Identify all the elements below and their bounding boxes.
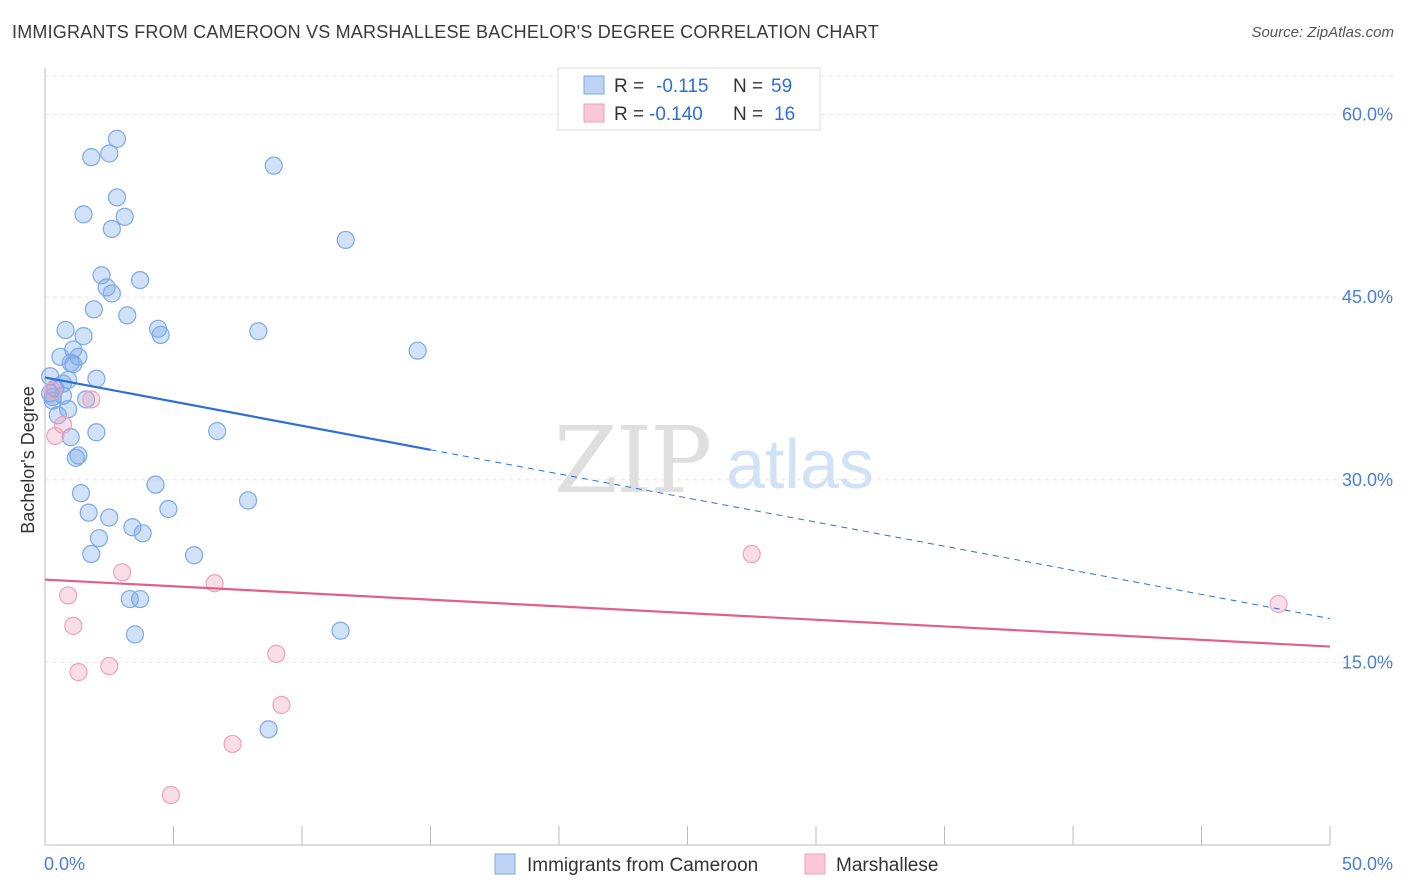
marshallese-point-14 [742, 544, 761, 564]
axes [44, 68, 1331, 846]
cameroon-point-19 [74, 327, 93, 346]
x-tick-label-0: 0.0% [44, 854, 85, 874]
cameroon-point-47 [159, 499, 178, 519]
source-label: Source: ZipAtlas.com [1251, 24, 1394, 41]
cameroon-point-40 [125, 625, 145, 644]
cameroon-point-55 [336, 230, 355, 250]
y-tick-label-1: 30.0% [1342, 470, 1393, 490]
trend-line-dashed-0 [430, 449, 1331, 620]
trend-line-solid-0 [44, 376, 431, 451]
cameroon-point-57 [43, 387, 62, 407]
watermark: ZIP atlas [554, 407, 874, 514]
y-tick-label-0: 15.0% [1342, 652, 1393, 672]
trend-lines [44, 376, 1331, 648]
cameroon-point-22 [82, 148, 101, 167]
cameroon-point-48 [184, 546, 204, 565]
marshallese-point-8 [112, 563, 132, 582]
marshallese-point-6 [82, 390, 101, 409]
legend-n-label-2: N = [733, 104, 763, 125]
cameroon-point-14 [66, 448, 85, 467]
cameroon-point-54 [331, 621, 350, 640]
trend-line-solid-1 [44, 578, 1331, 648]
legend-n-value-1: 59 [771, 76, 792, 97]
cameroon-point-24 [84, 300, 103, 319]
series-legend-label-pink: Marshallese [836, 855, 938, 876]
cameroon-point-53 [264, 156, 283, 175]
y-tick-labels: 15.0% 30.0% 45.0% 60.0% [1342, 105, 1393, 673]
cameroon-point-32 [102, 219, 121, 239]
cameroon-point-17 [71, 484, 91, 503]
cameroon-point-23 [82, 544, 101, 564]
cameroon-point-56 [408, 341, 427, 360]
marshallese-point-2 [53, 415, 73, 435]
legend-r-label-2: R = [614, 104, 644, 125]
cameroon-point-8 [56, 320, 75, 340]
marshallese-point-7 [100, 656, 119, 676]
series-legend-swatch-pink [804, 853, 826, 875]
cameroon-point-50 [238, 491, 258, 510]
cameroon-point-26 [87, 369, 106, 388]
y-tick-label-3: 60.0% [1342, 105, 1393, 125]
cameroon-point-20 [77, 390, 96, 409]
legend-r-value-1: -0.115 [656, 76, 708, 97]
stats-legend: R = -0.115 N = 59 R = -0.140 N = 16 [557, 67, 821, 131]
legend-swatch-blue [583, 75, 605, 95]
cameroon-point-37 [118, 306, 137, 325]
cameroon-point-33 [102, 284, 121, 303]
cameroon-point-49 [208, 421, 227, 441]
chart-title: IMMIGRANTS FROM CAMEROON VS MARSHALLESE … [12, 22, 879, 42]
cameroon-point-15 [69, 446, 88, 465]
cameroon-point-43 [133, 524, 152, 543]
legend-r-value-2: -0.140 [649, 104, 703, 125]
series-legend: Immigrants from Cameroon Marshallese [494, 853, 938, 876]
marshallese-point-4 [64, 616, 83, 635]
cameroon-point-39 [123, 518, 142, 537]
cameroon-point-10 [59, 400, 78, 419]
cameroon-point-46 [151, 325, 170, 344]
cameroon-point-18 [74, 205, 93, 224]
cameroon-point-41 [130, 270, 150, 290]
grid-lines [45, 75, 1395, 663]
legend-swatch-pink [583, 103, 605, 123]
cameroon-point-58 [64, 355, 83, 374]
marshallese-point-15 [1269, 594, 1288, 614]
marshallese-point-3 [59, 586, 78, 605]
cameroon-point-31 [100, 508, 119, 527]
marshallese-point-13 [272, 695, 291, 715]
marshallese-point-11 [223, 734, 242, 754]
cameroon-point-30 [100, 144, 119, 163]
legend-r-label-1: R = [614, 76, 644, 97]
cameroon-point-52 [259, 720, 278, 739]
cameroon-point-38 [120, 589, 139, 609]
marshallese-point-0 [43, 381, 62, 400]
legend-n-value-2: 16 [774, 104, 795, 125]
cameroon-point-51 [249, 322, 268, 341]
series-legend-swatch-blue [494, 853, 516, 875]
data-points [41, 129, 1288, 805]
cameroon-point-36 [115, 207, 134, 226]
cameroon-point-44 [146, 475, 165, 494]
y-tick-label-2: 45.0% [1342, 287, 1393, 307]
cameroon-point-4 [48, 406, 67, 425]
marshallese-point-12 [267, 644, 286, 663]
watermark-atlas: atlas [726, 425, 874, 503]
cameroon-point-34 [107, 188, 127, 207]
series-legend-label-blue: Immigrants from Cameroon [527, 855, 758, 876]
cameroon-point-25 [87, 423, 106, 442]
x-tick-label-1: 50.0% [1342, 854, 1393, 874]
x-tick-labels: 0.0% 50.0% [44, 854, 1393, 874]
legend-n-label-1: N = [733, 76, 763, 97]
y-axis-title: Bachelor's Degree [18, 386, 38, 534]
cameroon-point-21 [79, 503, 98, 522]
cameroon-point-42 [130, 589, 150, 609]
marshallese-point-9 [161, 785, 181, 805]
watermark-zip: ZIP [554, 407, 710, 514]
cameroon-point-35 [107, 129, 127, 148]
cameroon-point-27 [89, 529, 109, 548]
marshallese-point-5 [69, 663, 88, 682]
